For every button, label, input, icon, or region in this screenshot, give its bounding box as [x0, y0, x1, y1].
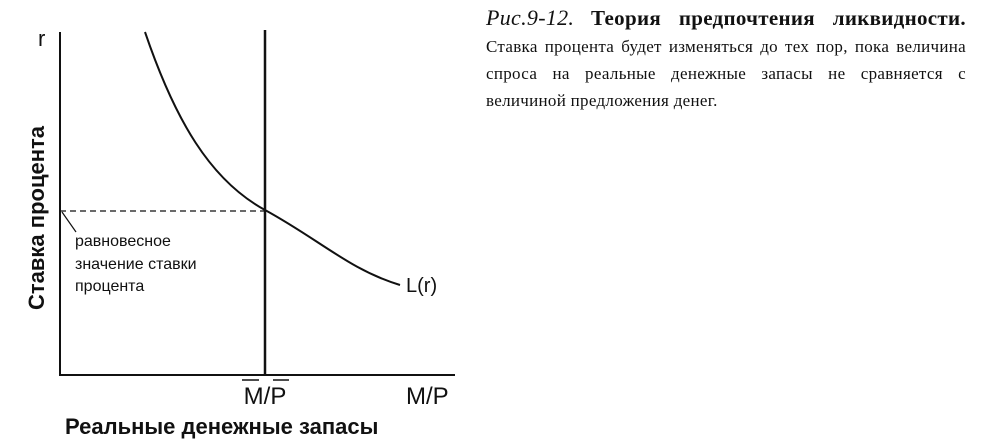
diagram: r Ставка процента Реальные денежные запа…	[24, 26, 455, 439]
annotation-line: процента	[75, 278, 144, 295]
y-axis-symbol: r	[38, 26, 45, 51]
figure-text: Ставка процента будет изменяться до тех …	[486, 37, 966, 110]
figure-title: Теория предпочтения ликвидности.	[591, 6, 966, 30]
annotation-leader	[61, 211, 77, 233]
annotation-line: равновесное	[75, 233, 171, 250]
x-axis-symbol: M/P	[406, 383, 449, 410]
annotation-line: значение ставки	[75, 256, 197, 273]
demand-curve	[144, 31, 401, 286]
caption: Рис.9-12. Теория предпочтения ликвидност…	[486, 4, 966, 114]
curve-label: L(r)	[406, 275, 437, 297]
figure-number: Рис.9-12.	[486, 5, 575, 30]
y-axis-label: Ставка процента	[24, 125, 49, 310]
supply-label: M/P	[244, 383, 287, 410]
x-axis-label: Реальные денежные запасы	[65, 414, 378, 439]
